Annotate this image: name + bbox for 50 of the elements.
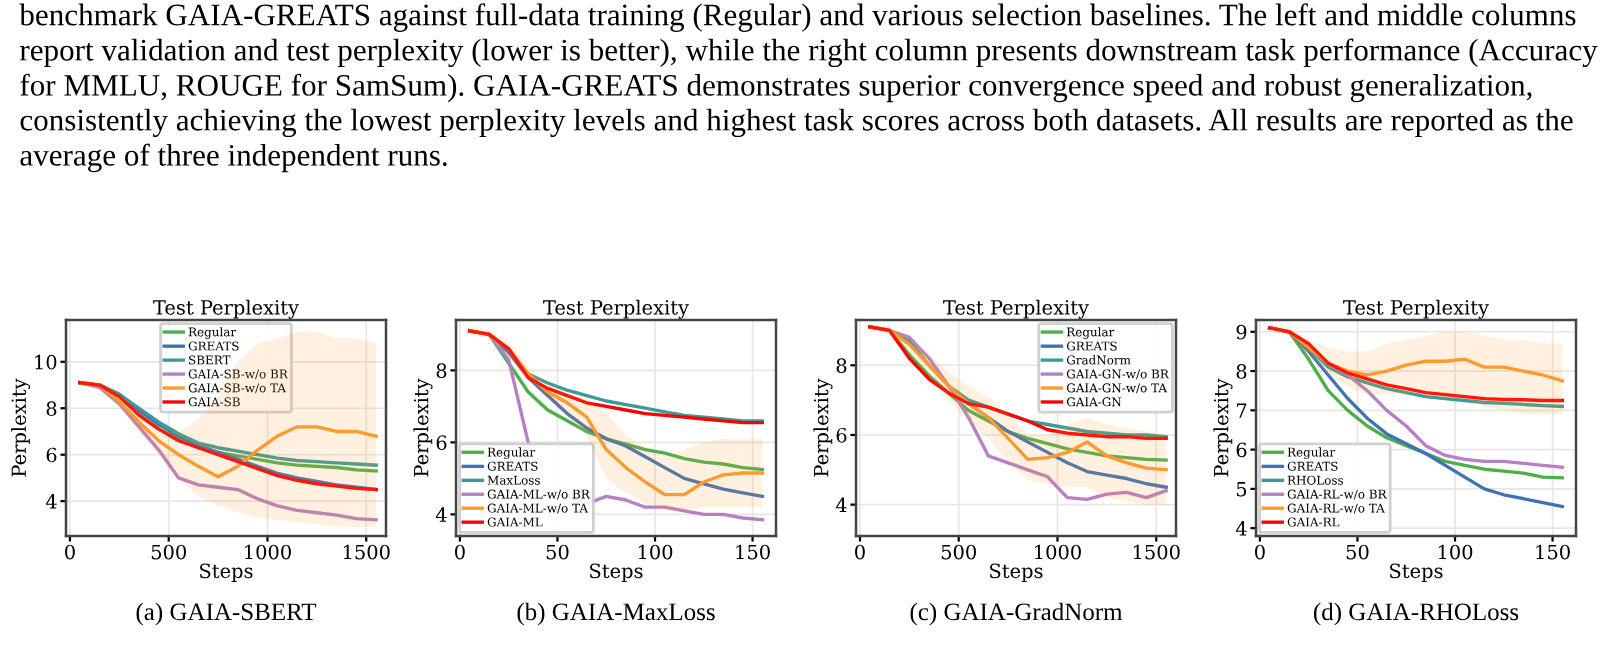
x-tick-label: 100 (638, 544, 673, 560)
x-tick-label: 500 (151, 544, 186, 560)
x-axis-title: Steps (990, 563, 1043, 582)
chart-title: Test Perplexity (153, 299, 299, 319)
text: (d) GAIA-RHOLoss (1313, 602, 1519, 626)
y-tick-label: 6 (836, 427, 847, 443)
x-tick-label: 0 (1255, 544, 1265, 560)
y-tick-label: 9 (1236, 324, 1247, 340)
x-tick-label: 50 (546, 544, 569, 560)
text: (c) GAIA-GradNorm (910, 602, 1123, 626)
y-tick-label: 8 (836, 358, 847, 373)
text: (a) GAIA-SBERT (136, 602, 317, 626)
y-tick-label: 4 (835, 497, 847, 513)
chart-title: Test Perplexity (1343, 299, 1489, 319)
y-axis-title: Perplexity (813, 378, 833, 477)
y-tick-label: 4 (435, 507, 447, 522)
text: (b) GAIA-MaxLoss (517, 602, 715, 626)
y-axis-title: Perplexity (11, 378, 31, 477)
x-tick-label: 150 (736, 544, 770, 560)
x-tick-label: 0 (65, 544, 75, 560)
x-tick-label: 500 (941, 544, 976, 560)
x-tick-label: 150 (1536, 544, 1570, 560)
y-tick-label: 6 (436, 435, 447, 451)
x-axis-title: Steps (590, 563, 643, 582)
y-axis-title: Perplexity (413, 378, 433, 477)
chart-title: Test Perplexity (543, 299, 689, 319)
x-tick-label: 1000 (1035, 544, 1081, 560)
y-tick-label: 8 (436, 363, 447, 379)
y-tick-label: 5 (1236, 482, 1247, 497)
chart-title: Test Perplexity (943, 299, 1089, 319)
x-axis-title: Steps (200, 563, 253, 582)
y-tick-label: 4 (45, 494, 57, 509)
x-tick-label: 100 (1438, 544, 1473, 560)
y-tick-label: 7 (1236, 403, 1247, 418)
y-tick-label: 8 (46, 401, 57, 416)
line-series (78, 381, 378, 522)
x-tick-label: 1500 (1133, 544, 1180, 560)
x-tick-label: 50 (1346, 544, 1369, 560)
y-tick-label: 4 (1235, 521, 1247, 536)
x-tick-label: 1500 (343, 544, 390, 560)
x-axis-title: Steps (1390, 563, 1443, 582)
y-tick-label: 10 (35, 354, 57, 370)
text: benchmark GAIA-GREATS against full-data training (Regular) and various selection baselines. The left and middle columns report validation and test perplexity (lower is better), while the right column presents downstream task performance (Accuracy for MMLU, ROUGE for SamSum). GAIA-GREATS demonstrates superior convergence speed and robust generalization, consistently achieving the lowest perplexity levels and highest task scores across both datasets. All results are reported as the average of three independent runs. (19, 3, 1598, 173)
x-tick-label: 0 (855, 544, 865, 560)
y-axis-title: Perplexity (1213, 378, 1233, 477)
y-tick-label: 8 (1236, 364, 1247, 379)
y-tick-label: 6 (46, 447, 57, 463)
x-tick-label: 1000 (245, 544, 291, 560)
y-tick-label: 6 (1236, 442, 1247, 458)
x-tick-label: 0 (455, 544, 465, 560)
